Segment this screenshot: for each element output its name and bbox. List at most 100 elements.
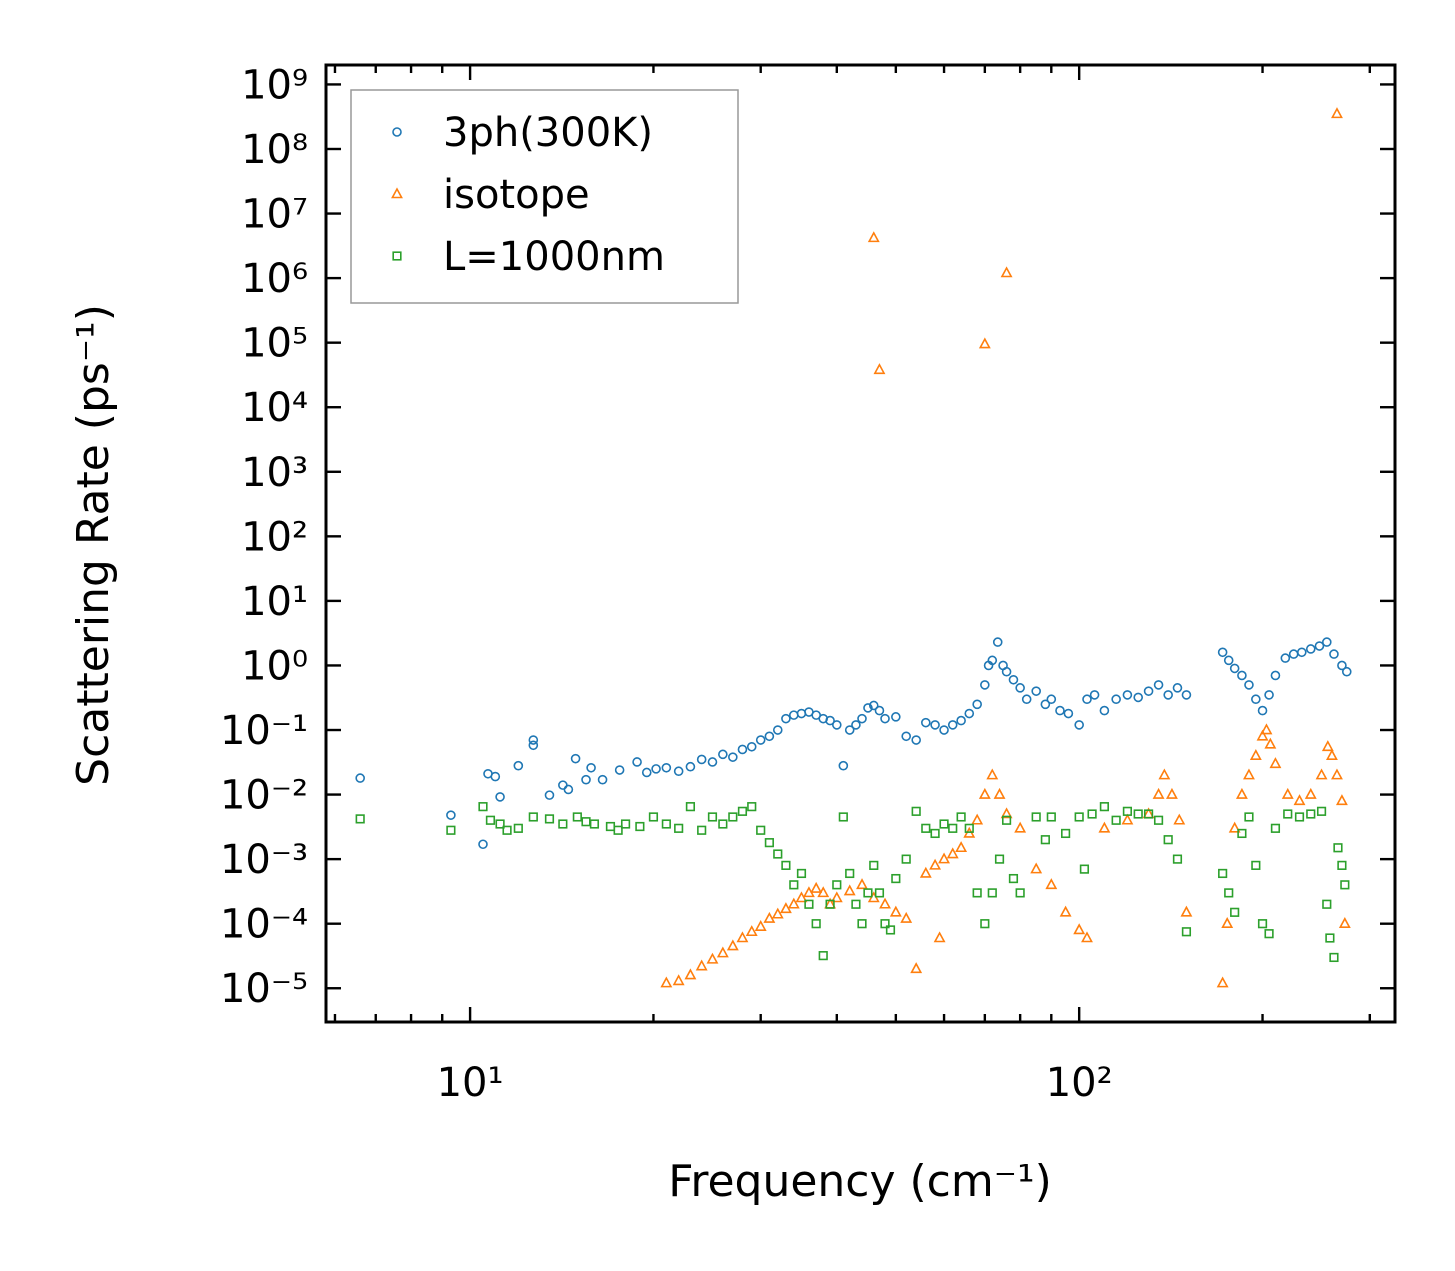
data-point bbox=[1079, 864, 1090, 874]
data-point bbox=[874, 888, 885, 898]
data-point bbox=[1081, 931, 1093, 943]
data-point bbox=[948, 823, 958, 833]
data-point bbox=[614, 765, 625, 775]
data-point bbox=[1325, 933, 1335, 943]
x-axis-label: Frequency (cm⁻¹) bbox=[668, 1156, 1052, 1207]
data-point bbox=[1237, 670, 1247, 681]
data-point bbox=[697, 825, 707, 835]
data-point bbox=[1074, 812, 1084, 822]
data-point bbox=[1059, 905, 1072, 917]
y-tick-label: 10⁶ bbox=[241, 256, 308, 302]
data-point bbox=[1304, 787, 1317, 799]
data-point bbox=[1133, 692, 1144, 703]
data-point bbox=[1249, 749, 1262, 761]
data-point bbox=[1172, 854, 1183, 864]
y-tick-label: 10⁷ bbox=[241, 192, 308, 238]
data-point bbox=[707, 812, 718, 822]
data-point bbox=[880, 713, 890, 724]
data-point bbox=[972, 888, 982, 898]
data-point bbox=[763, 911, 776, 923]
data-point bbox=[1335, 794, 1348, 806]
data-point bbox=[747, 802, 757, 812]
data-point bbox=[1181, 927, 1192, 937]
data-point bbox=[787, 897, 800, 909]
data-point bbox=[1073, 923, 1086, 935]
data-point bbox=[843, 884, 856, 896]
data-point bbox=[685, 761, 696, 772]
data-point bbox=[648, 812, 659, 822]
data-point bbox=[980, 680, 990, 690]
data-point bbox=[901, 731, 912, 742]
data-point bbox=[933, 931, 946, 943]
y-tick-label: 10¹ bbox=[241, 579, 308, 625]
data-point bbox=[1340, 880, 1350, 890]
data-point bbox=[1305, 644, 1316, 654]
data-point bbox=[930, 828, 940, 839]
data-point bbox=[825, 899, 835, 909]
data-point bbox=[764, 731, 775, 742]
legend-marker bbox=[392, 127, 402, 137]
data-point bbox=[695, 959, 708, 971]
data-point bbox=[1122, 806, 1133, 816]
data-point bbox=[570, 753, 581, 764]
data-point bbox=[811, 919, 821, 929]
data-point bbox=[1082, 694, 1092, 705]
data-point bbox=[1008, 674, 1019, 685]
y-tick-label: 10⁸ bbox=[241, 127, 308, 173]
data-point bbox=[830, 891, 843, 903]
data-point bbox=[1143, 809, 1154, 819]
data-point bbox=[964, 823, 974, 833]
data-point bbox=[696, 754, 707, 765]
data-point bbox=[544, 814, 555, 824]
data-point bbox=[1306, 809, 1316, 819]
data-point bbox=[772, 725, 783, 735]
data-point bbox=[880, 919, 890, 929]
y-tick-label: 10⁻² bbox=[220, 773, 308, 819]
data-point bbox=[921, 823, 931, 833]
data-point bbox=[1337, 860, 1347, 870]
legend-marker bbox=[392, 251, 402, 261]
data-point bbox=[987, 655, 998, 666]
data-point bbox=[1331, 107, 1343, 119]
data-point bbox=[1270, 670, 1281, 681]
data-point bbox=[1089, 690, 1100, 700]
data-point bbox=[745, 925, 758, 937]
data-point bbox=[707, 757, 718, 767]
data-point bbox=[1031, 812, 1041, 822]
data-point bbox=[1087, 809, 1097, 819]
legend-frame bbox=[350, 89, 739, 304]
data-point bbox=[1000, 266, 1013, 278]
data-point bbox=[485, 815, 496, 825]
data-point bbox=[781, 713, 791, 724]
data-point bbox=[1293, 794, 1306, 806]
data-point bbox=[478, 802, 488, 812]
legend-entries: 3ph(300K) isotope L=1000nm bbox=[391, 110, 665, 280]
data-point bbox=[992, 637, 1003, 647]
data-point bbox=[1046, 812, 1056, 822]
data-point bbox=[632, 757, 642, 767]
data-point bbox=[1264, 737, 1277, 749]
data-point bbox=[1098, 821, 1111, 833]
data-point bbox=[1322, 899, 1332, 909]
data-point bbox=[947, 720, 958, 730]
legend-label: isotope bbox=[443, 172, 590, 218]
legend: 3ph(300K) isotope L=1000nm bbox=[350, 89, 739, 304]
data-point bbox=[885, 925, 896, 935]
data-point bbox=[661, 819, 671, 829]
data-point bbox=[1264, 690, 1274, 700]
data-point bbox=[1314, 641, 1325, 651]
data-point bbox=[874, 705, 885, 716]
data-point bbox=[660, 976, 673, 988]
axis-ticks bbox=[326, 65, 1395, 1022]
data-point bbox=[726, 939, 739, 951]
data-point bbox=[1243, 768, 1255, 780]
data-point bbox=[684, 968, 697, 980]
data-point bbox=[910, 962, 923, 974]
data-point bbox=[1121, 813, 1134, 825]
data-point bbox=[1153, 680, 1164, 690]
data-point bbox=[1046, 694, 1057, 705]
data-point bbox=[672, 974, 685, 986]
data-point bbox=[1257, 919, 1268, 929]
data-point bbox=[796, 868, 807, 879]
